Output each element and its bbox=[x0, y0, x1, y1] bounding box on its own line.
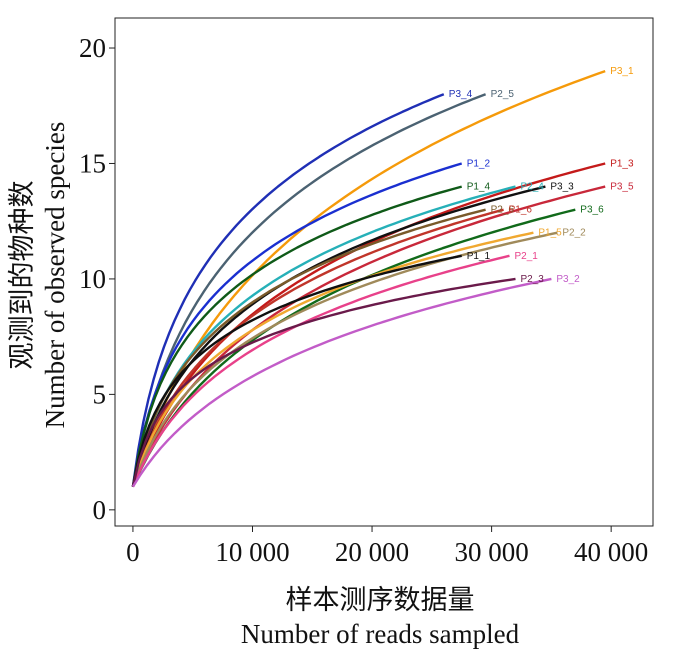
series-label-p2-2: P2_2 bbox=[562, 228, 586, 239]
series-label-p1-5: P1_5 bbox=[538, 228, 562, 239]
series-label-p2-3: P2_3 bbox=[521, 274, 545, 285]
series-label-p1-1: P1_1 bbox=[467, 251, 491, 262]
series-label-p1-3: P1_3 bbox=[610, 159, 634, 170]
series-label-p3-3: P3_3 bbox=[550, 182, 574, 193]
x-tick-label: 40 000 bbox=[574, 537, 648, 567]
series-line-p2-2 bbox=[131, 231, 558, 488]
series-label-p1-4: P1_4 bbox=[467, 182, 491, 193]
series-label-p2-6: P2_6 bbox=[491, 205, 515, 216]
series-label-p3-2: P3_2 bbox=[556, 274, 580, 285]
x-tick-label: 30 000 bbox=[454, 537, 528, 567]
y-tick-label: 20 bbox=[79, 33, 106, 63]
x-axis-title-cn: 样本测序数据量 bbox=[286, 585, 475, 616]
x-axis-ticks: 0 10 000 20 000 30 000 40 000 bbox=[126, 526, 648, 567]
y-tick-label: 5 bbox=[93, 379, 107, 409]
series-line-p2-6 bbox=[131, 208, 486, 487]
series-label-layer: P3_1 P3_4 P2_5 P1_2 P1_3 P3_5 P1_4 P2_4 P3_3 P3_6… bbox=[449, 66, 634, 285]
x-axis-title-en: Number of reads sampled bbox=[241, 619, 520, 649]
series-label-p3-4: P3_4 bbox=[449, 89, 473, 100]
series-line-p2-3 bbox=[131, 277, 516, 487]
series-line-p1-6 bbox=[131, 208, 504, 488]
series-line-p1-3 bbox=[131, 162, 606, 488]
series-line-p2-4 bbox=[131, 185, 516, 487]
series-line-p2-5 bbox=[131, 93, 487, 487]
x-tick-label: 10 000 bbox=[215, 537, 289, 567]
y-axis-title-en: Number of observed species bbox=[40, 122, 70, 429]
plot-frame bbox=[114, 17, 654, 527]
series-line-p1-5 bbox=[131, 231, 534, 488]
x-tick-label: 0 bbox=[126, 537, 140, 567]
series-line-p3-4 bbox=[131, 93, 445, 487]
series-line-p3-2 bbox=[131, 277, 552, 488]
y-tick-label: 10 bbox=[79, 264, 106, 294]
series-layer bbox=[131, 69, 606, 488]
series-line-p1-2 bbox=[131, 162, 463, 487]
series-label-p2-4: P2_4 bbox=[521, 182, 545, 193]
series-line-p2-1 bbox=[131, 254, 510, 488]
series-label-p3-5: P3_5 bbox=[610, 182, 634, 193]
y-tick-label: 15 bbox=[79, 148, 106, 178]
series-line-p1-1 bbox=[131, 254, 462, 487]
series-label-p3-1: P3_1 bbox=[610, 66, 634, 77]
y-tick-label: 0 bbox=[93, 495, 107, 525]
series-label-p2-5: P2_5 bbox=[491, 89, 515, 100]
series-line-p3-3 bbox=[131, 185, 546, 488]
y-axis-title-cn: 观测到的物种数 bbox=[7, 181, 38, 370]
x-tick-label: 20 000 bbox=[335, 537, 409, 567]
series-label-p2-1: P2_1 bbox=[515, 251, 539, 262]
series-label-p1-2: P1_2 bbox=[467, 159, 491, 170]
series-label-p3-6: P3_6 bbox=[580, 205, 604, 216]
series-line-p3-1 bbox=[131, 69, 606, 488]
series-label-p1-6: P1_6 bbox=[509, 205, 533, 216]
series-line-p1-4 bbox=[131, 185, 463, 487]
y-axis-ticks: 0 5 10 15 20 bbox=[79, 33, 115, 525]
